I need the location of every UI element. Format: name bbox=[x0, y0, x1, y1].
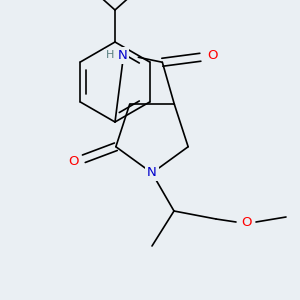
Text: O: O bbox=[207, 49, 217, 62]
Text: N: N bbox=[147, 167, 157, 179]
Text: H: H bbox=[106, 50, 115, 60]
Text: O: O bbox=[69, 155, 79, 168]
Text: N: N bbox=[118, 49, 127, 62]
Text: O: O bbox=[241, 215, 251, 229]
